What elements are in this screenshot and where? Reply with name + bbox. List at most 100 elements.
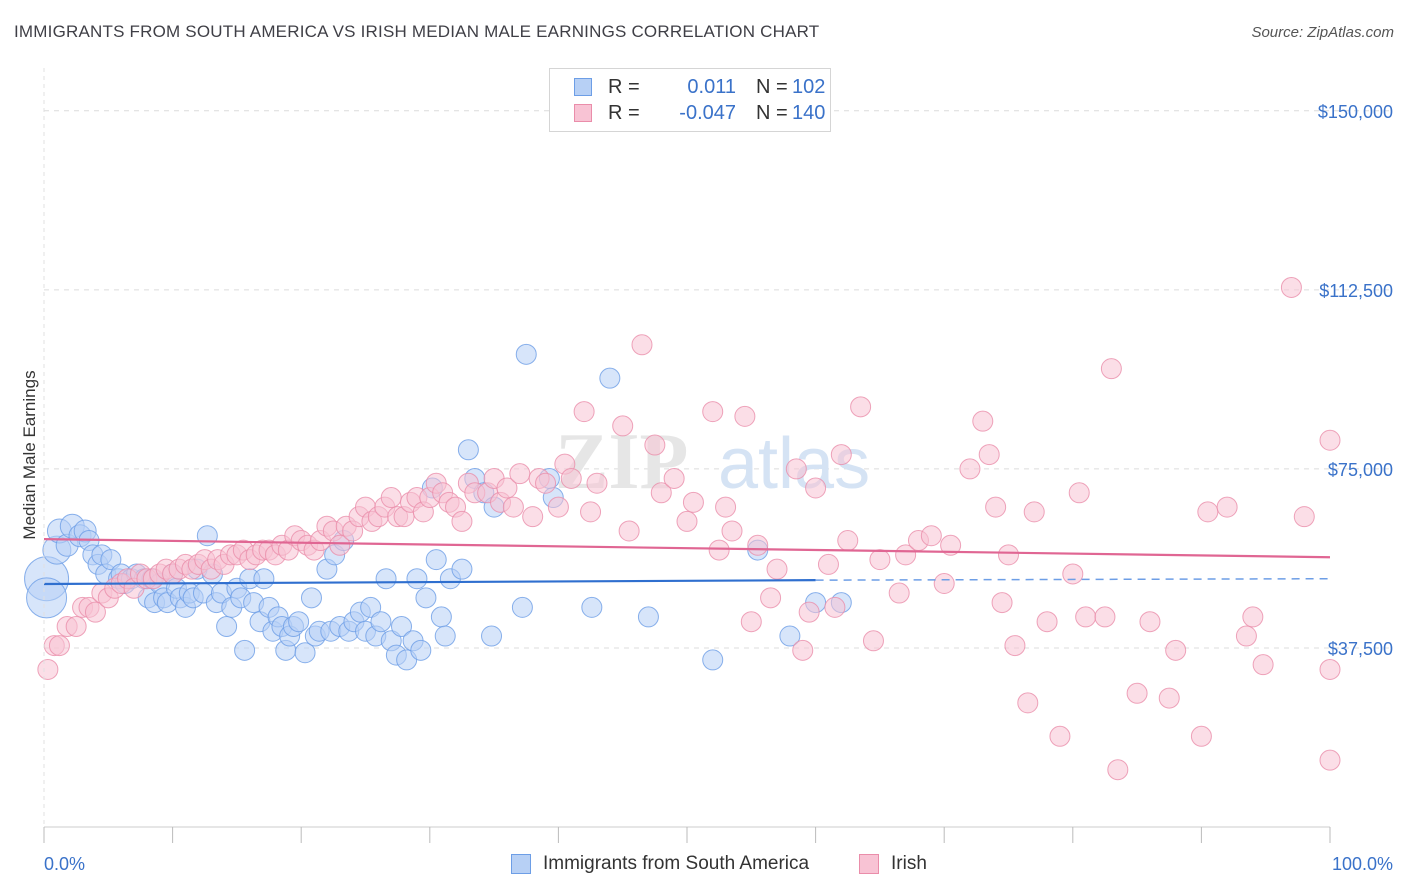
bottom-legend-swatch-blue	[511, 854, 531, 874]
point-irish	[37, 658, 59, 680]
trend-line-south-america-extension	[815, 577, 1331, 581]
point-south-america	[360, 596, 382, 618]
y-tick-label: $150,000	[1318, 102, 1393, 122]
point-irish	[1068, 482, 1090, 504]
point-irish	[895, 544, 917, 566]
point-irish	[560, 467, 582, 489]
point-irish	[547, 496, 569, 518]
point-irish	[502, 496, 524, 518]
point-irish	[1242, 606, 1264, 628]
legend-n-value: 140	[792, 102, 826, 124]
point-irish	[644, 434, 666, 456]
correlation-legend: R = 0.011 N = 102 R = -0.047 N = 140	[549, 68, 831, 132]
legend-swatch-pink	[574, 104, 592, 122]
point-irish	[837, 530, 859, 552]
point-irish	[650, 482, 672, 504]
bottom-legend-label: Immigrants from South America	[543, 853, 810, 874]
point-irish	[65, 615, 87, 637]
point-irish	[817, 553, 839, 575]
point-irish	[663, 467, 685, 489]
point-irish	[708, 539, 730, 561]
point-irish	[1075, 606, 1097, 628]
legend-r-value: 0.011	[687, 76, 736, 98]
point-irish	[1062, 563, 1084, 585]
point-irish	[1216, 496, 1238, 518]
point-irish	[850, 396, 872, 418]
point-irish	[580, 501, 602, 523]
point-south-america	[637, 606, 659, 628]
point-irish	[496, 477, 518, 499]
point-irish	[1036, 611, 1058, 633]
point-irish	[1094, 606, 1116, 628]
point-irish	[586, 472, 608, 494]
point-south-america	[288, 611, 310, 633]
point-irish	[1252, 654, 1274, 676]
point-south-america	[599, 367, 621, 389]
point-irish	[573, 401, 595, 423]
legend-n-label: N =	[756, 102, 788, 124]
point-south-america	[196, 525, 218, 547]
point-irish	[972, 410, 994, 432]
point-irish	[1197, 501, 1219, 523]
y-tick-label: $112,500	[1319, 281, 1393, 301]
point-irish	[740, 611, 762, 633]
point-irish	[509, 463, 531, 485]
point-irish	[869, 549, 891, 571]
point-south-america	[430, 606, 452, 628]
point-irish	[985, 496, 1007, 518]
point-irish	[1293, 506, 1315, 528]
bottom-legend-label: Irish	[891, 853, 927, 874]
point-irish	[1004, 635, 1026, 657]
point-irish	[1319, 429, 1341, 451]
axes: $37,500 $75,000 $112,500 $150,000 0.0% 100.0%	[43, 68, 1393, 874]
point-irish	[618, 520, 640, 542]
point-irish	[920, 525, 942, 547]
point-south-america	[702, 649, 724, 671]
point-irish	[84, 601, 106, 623]
point-irish	[715, 496, 737, 518]
point-irish	[1023, 501, 1045, 523]
point-irish	[1280, 276, 1302, 298]
point-irish	[1107, 759, 1129, 781]
legend-r-label: R =	[608, 76, 640, 98]
point-irish	[676, 510, 698, 532]
point-south-america	[779, 625, 801, 647]
point-irish	[798, 601, 820, 623]
point-irish	[522, 506, 544, 528]
point-south-america	[410, 639, 432, 661]
point-irish	[734, 405, 756, 427]
point-irish	[702, 401, 724, 423]
point-south-america	[457, 439, 479, 461]
bottom-legend-swatch-pink	[859, 854, 879, 874]
point-irish	[760, 587, 782, 609]
point-south-america	[515, 343, 537, 365]
scatter-points	[24, 276, 1341, 781]
point-south-america	[406, 568, 428, 590]
point-irish	[329, 534, 351, 556]
point-irish	[380, 487, 402, 509]
point-irish	[1126, 682, 1148, 704]
point-south-america	[434, 625, 456, 647]
point-irish	[451, 510, 473, 532]
y-axis-label: Median Male Earnings	[20, 370, 39, 539]
point-irish	[535, 472, 557, 494]
point-south-america	[300, 587, 322, 609]
legend-n-label: N =	[756, 76, 788, 98]
point-irish	[1190, 725, 1212, 747]
point-south-america	[425, 549, 447, 571]
point-irish	[792, 639, 814, 661]
point-south-america	[253, 568, 275, 590]
point-irish	[1049, 725, 1071, 747]
point-irish	[959, 458, 981, 480]
point-irish	[1165, 639, 1187, 661]
point-irish	[682, 491, 704, 513]
point-irish	[940, 534, 962, 556]
legend-n-value: 102	[792, 76, 826, 98]
point-irish	[1319, 658, 1341, 680]
y-tick-label: $37,500	[1328, 639, 1393, 659]
point-irish	[747, 534, 769, 556]
source-label: Source: ZipAtlas.com	[1251, 24, 1394, 41]
point-irish	[862, 630, 884, 652]
point-south-america	[581, 596, 603, 618]
point-irish	[766, 558, 788, 580]
